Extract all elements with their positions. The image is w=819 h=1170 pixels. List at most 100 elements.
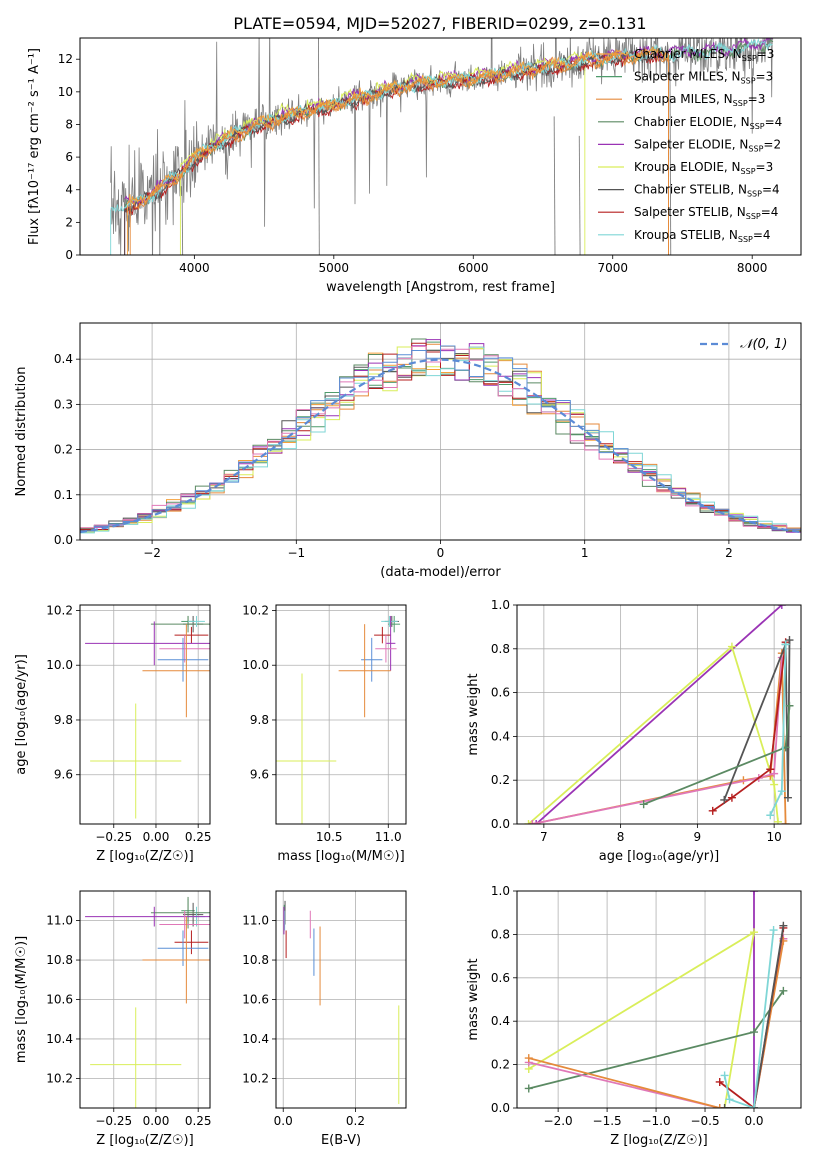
x-tick-label: −0.5 [690, 1114, 719, 1128]
spectrum-legend: Chabrier MILES, NSSP=3 Salpeter MILES, NS… [596, 47, 782, 244]
weight-marker [532, 820, 541, 824]
x-tick-label: 0.0 [274, 1114, 293, 1128]
x-tick-label: −1.5 [593, 1114, 622, 1128]
x-tick-label: −0.25 [95, 1114, 132, 1128]
y-tick-label: 10.0 [46, 658, 73, 672]
axes-mass_vs_ebv: 0.0 0.2 10.2 10.4 10.6 10.8 11.0 E(B-V) [242, 890, 407, 1148]
weight-marker [785, 636, 794, 645]
y-tick-label: 0.0 [491, 817, 510, 831]
weight-marker [715, 1077, 724, 1086]
weight-marker [524, 1054, 533, 1063]
weight-marker [639, 800, 648, 809]
y-tick-label: 4 [65, 183, 73, 197]
errorbar-point [182, 902, 204, 927]
weight-marker [720, 1104, 729, 1108]
weight-marker [777, 787, 786, 796]
x-tick-label: 0.2 [346, 1114, 365, 1128]
errorbar-point [159, 635, 210, 663]
x-tick-label: 0.00 [143, 1114, 170, 1128]
plot-area-mass_vs_ebv [283, 900, 400, 1105]
x-tick-label: 0.00 [143, 830, 170, 844]
y-tick-label: 0.4 [491, 1014, 510, 1028]
spectrum-spike [318, 38, 320, 255]
y-tick-label: 0.2 [491, 773, 510, 787]
x-tick-label: 5000 [319, 261, 350, 275]
axes-weight_vs_Z: −2.0 −1.5 −1.0 −0.5 0.0 0.0 0.2 0.4 0.6 0.8 1.0 Z [… [466, 884, 802, 1148]
errorbar-point [90, 1007, 182, 1108]
legend-entry: Chabrier STELIB, NSSP=4 [634, 183, 780, 199]
y-axis-label: mass weight [466, 958, 481, 1040]
weight-marker [773, 817, 782, 824]
y-axis-label: Normed distribution [14, 367, 29, 497]
y-tick-label: 0.4 [54, 352, 73, 366]
y-tick-label: 12 [58, 52, 73, 66]
axes-spectrum: 4000 5000 6000 7000 8000 0 2 4 6 8 10 12 wavelength … [27, 37, 802, 295]
y-tick-label: 10.4 [46, 1032, 73, 1046]
y-tick-label: 11.0 [242, 914, 269, 928]
x-tick-label: 0.0 [744, 1114, 763, 1128]
errorbar-point [85, 621, 210, 666]
axes-frame [79, 604, 211, 825]
plot-area-weight_vs_Z [524, 891, 788, 1108]
y-tick-label: 10.4 [242, 1032, 269, 1046]
axes-frame [275, 604, 407, 825]
y-tick-label: 9.6 [250, 768, 269, 782]
axes-residuals: −2 −1 0 1 2 0.0 0.1 0.2 0.3 0.4 (data-model)/error… [14, 322, 802, 580]
y-axis-label: Flux [fλ10⁻¹⁷ erg cm⁻² s⁻¹ A⁻¹] [27, 48, 42, 245]
y-tick-label: 10.6 [242, 993, 269, 1007]
weight-marker [777, 605, 786, 609]
y-tick-label: 1.0 [491, 884, 510, 898]
weight-marker [770, 769, 779, 778]
y-tick-label: 6 [65, 150, 73, 164]
plot-area-residuals [80, 338, 801, 534]
weight-series-line [723, 639, 791, 801]
errorbar-point [188, 615, 205, 627]
y-tick-label: 9.8 [54, 713, 73, 727]
axes-age_vs_mass: 10.5 11.0 9.6 9.8 10.0 10.2 mass [log₁₀(M/M☉)] [242, 603, 407, 864]
errorbar-point [157, 930, 209, 966]
x-axis-label: (data-model)/error [380, 565, 501, 580]
x-tick-label: −2.0 [544, 1114, 573, 1128]
spectrum-model-line [124, 49, 669, 215]
x-axis-label: wavelength [Angstrom, rest frame] [326, 280, 555, 295]
x-tick-label: 9 [694, 830, 702, 844]
y-tick-label: 9.6 [54, 768, 73, 782]
errorbar-point [142, 916, 210, 1004]
normal-curve [80, 358, 801, 534]
weight-marker [749, 1028, 758, 1037]
weight-marker [524, 1084, 533, 1093]
weight-series-line [643, 705, 791, 806]
weight-marker [749, 928, 758, 937]
weight-marker [727, 793, 736, 802]
weight-marker [524, 820, 533, 824]
axes-weight_vs_age: 7 8 9 10 0.0 0.2 0.4 0.6 0.8 1.0 age [log₁₀(age/yr… [466, 598, 802, 864]
weight-marker [720, 795, 729, 804]
errorbar-point [174, 930, 209, 955]
x-tick-label: 4000 [179, 261, 210, 275]
y-tick-label: 0.6 [491, 971, 510, 985]
legend-entry: Kroupa STELIB, NSSP=4 [634, 228, 771, 244]
weight-marker [781, 820, 790, 824]
weight-marker [766, 811, 775, 820]
errorbar-point [276, 673, 337, 824]
legend-entry: Chabrier MILES, NSSP=3 [634, 47, 774, 63]
spectrum-spike [578, 135, 581, 255]
x-tick-label: −1 [287, 546, 305, 560]
weight-marker [779, 921, 788, 930]
errorbar-point [90, 703, 182, 819]
errorbar-point [174, 626, 209, 644]
x-tick-label: 2 [725, 546, 733, 560]
plot-area-age_vs_mass [276, 615, 401, 824]
y-tick-label: 10 [58, 85, 73, 99]
legend-entry: Kroupa MILES, NSSP=3 [634, 92, 765, 108]
weight-marker [708, 806, 717, 815]
axes-mass_vs_Z: −0.25 0.00 0.25 10.2 10.4 10.6 10.8 11.0 Z [log₁… [14, 890, 212, 1148]
y-tick-label: 11.0 [46, 914, 73, 928]
x-axis-label: mass [log₁₀(M/M☉)] [277, 849, 404, 864]
weight-marker [779, 986, 788, 995]
weight-series-line [532, 657, 783, 824]
x-tick-label: 8000 [737, 261, 768, 275]
weight-series-line [769, 644, 787, 816]
x-axis-label: Z [log₁₀(Z/Z☉)] [96, 1133, 193, 1148]
spectrum-model-line [129, 48, 669, 211]
